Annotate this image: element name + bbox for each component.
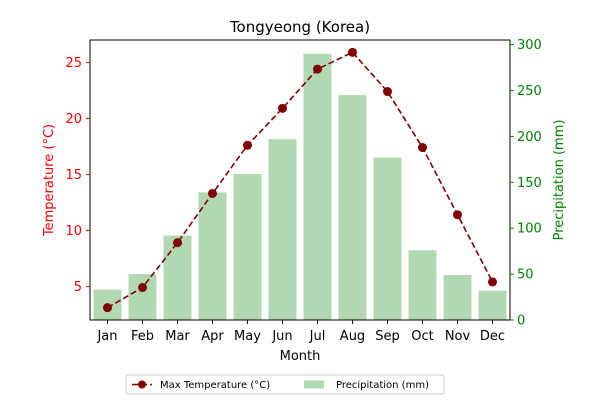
- y-left-tick-label: 10: [65, 224, 82, 239]
- temperature-point-jun: [278, 103, 287, 113]
- y-right-tick-label: 0: [517, 314, 525, 329]
- legend-label-precipitation: Precipitation (mm): [336, 380, 429, 391]
- plot-frame: [89, 39, 511, 321]
- bar-jun: [268, 139, 297, 320]
- temperature-point-may: [243, 140, 252, 150]
- x-axis-label: Month: [280, 349, 321, 364]
- x-tick-label: Jul: [309, 329, 326, 344]
- temperature-point-nov: [453, 210, 462, 220]
- x-tick-label: Aug: [340, 329, 365, 344]
- y-axis-right: 0 50 100 150 200 250 300: [510, 38, 542, 329]
- temperature-point-aug: [348, 47, 357, 57]
- bar-mar: [163, 235, 192, 320]
- legend-bar-swatch: [304, 380, 324, 389]
- x-tick-label: Nov: [445, 329, 471, 344]
- bar-jul: [303, 53, 332, 320]
- y-right-tick-label: 50: [517, 268, 534, 283]
- x-tick-label: May: [234, 329, 261, 344]
- x-axis: Jan Feb Mar Apr May Jun Jul Aug Sep Oct Nov Dec: [96, 320, 505, 344]
- temperature-line: [103, 47, 497, 313]
- bar-feb: [128, 274, 157, 320]
- x-tick-label: Oct: [411, 329, 433, 344]
- temperature-line-path: [107, 51, 494, 309]
- y-right-tick-label: 250: [517, 84, 542, 99]
- y-left-tick-label: 5: [74, 280, 82, 295]
- temperature-point-mar: [173, 238, 182, 248]
- bar-oct: [408, 250, 437, 320]
- y-right-tick-label: 200: [517, 130, 542, 145]
- legend-label-temperature: Max Temperature (°C): [160, 380, 270, 391]
- precipitation-bars: [93, 53, 507, 320]
- temperature-point-jul: [313, 64, 322, 74]
- temperature-point-sep: [383, 87, 392, 97]
- bar-nov: [443, 275, 472, 320]
- temperature-point-jan: [103, 303, 112, 313]
- x-tick-label: Jan: [96, 329, 117, 344]
- bar-dec: [478, 290, 507, 320]
- y-left-tick-label: 25: [65, 56, 82, 71]
- x-tick-label: Sep: [375, 329, 400, 344]
- x-tick-label: Apr: [201, 329, 224, 344]
- x-tick-label: Feb: [131, 329, 154, 344]
- x-tick-label: Mar: [165, 329, 190, 344]
- y-right-tick-label: 100: [517, 222, 542, 237]
- x-tick-label: Jun: [271, 329, 292, 344]
- y-axis-left: 5 10 15 20 25: [65, 56, 90, 295]
- y-right-tick-label: 150: [517, 176, 542, 191]
- bar-may: [233, 174, 262, 320]
- bar-aug: [338, 95, 367, 320]
- y-left-tick-label: 15: [65, 168, 82, 183]
- y-right-tick-label: 300: [517, 38, 542, 53]
- legend-frame: [125, 374, 445, 395]
- x-tick-label: Dec: [480, 329, 505, 344]
- legend-marker-swatch: [138, 380, 146, 389]
- temperature-point-oct: [418, 143, 427, 153]
- bar-apr: [198, 192, 227, 320]
- temperature-point-dec: [488, 277, 497, 287]
- temperature-point-apr: [208, 188, 217, 198]
- bar-sep: [373, 157, 402, 320]
- legend: Max Temperature (°C) Precipitation (mm): [125, 374, 445, 395]
- y-left-tick-label: 20: [65, 112, 82, 127]
- y-axis-right-label: Precipitation (mm): [552, 120, 567, 241]
- temperature-point-feb: [138, 283, 147, 293]
- chart-title: Tongyeong (Korea): [229, 18, 370, 36]
- y-axis-left-label: Temperature (°C): [42, 124, 57, 237]
